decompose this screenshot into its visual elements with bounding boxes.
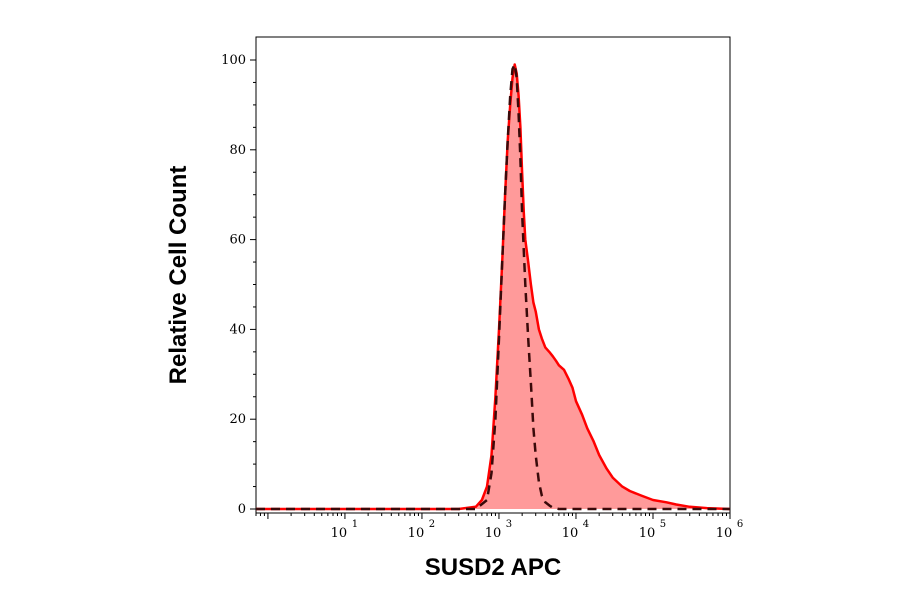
y-tick-label: 20 [229,412,246,427]
x-tick-exponent: 1 [352,519,358,530]
x-tick-label: 10 [485,526,502,541]
y-tick-label: 40 [229,322,246,337]
y-axis-title: Relative Cell Count [165,166,192,385]
y-tick-label: 100 [221,53,246,68]
y-tick-label: 80 [229,143,246,158]
y-axis: 0 20 40 60 80 100 [221,53,256,517]
x-axis: 10 1 10 2 10 3 10 4 10 5 10 6 [255,513,743,541]
x-tick-exponent: 5 [660,519,666,530]
x-tick-label: 10 [331,526,348,541]
plot-frame [255,36,731,514]
series-layer [256,63,731,511]
y-tick-label: 60 [229,233,246,248]
x-axis-title: SUSD2 APC [425,554,561,581]
x-tick-exponent: 2 [429,519,435,530]
x-tick-exponent: 4 [583,519,589,530]
y-tick-label: 0 [238,502,246,517]
series-2-line [256,63,730,511]
x-tick-label: 10 [408,526,425,541]
x-tick-label: 10 [639,526,656,541]
x-tick-exponent: 3 [506,519,512,530]
x-tick-exponent: 6 [737,519,743,530]
x-tick-label: 10 [716,526,733,541]
x-tick-label: 10 [562,526,579,541]
